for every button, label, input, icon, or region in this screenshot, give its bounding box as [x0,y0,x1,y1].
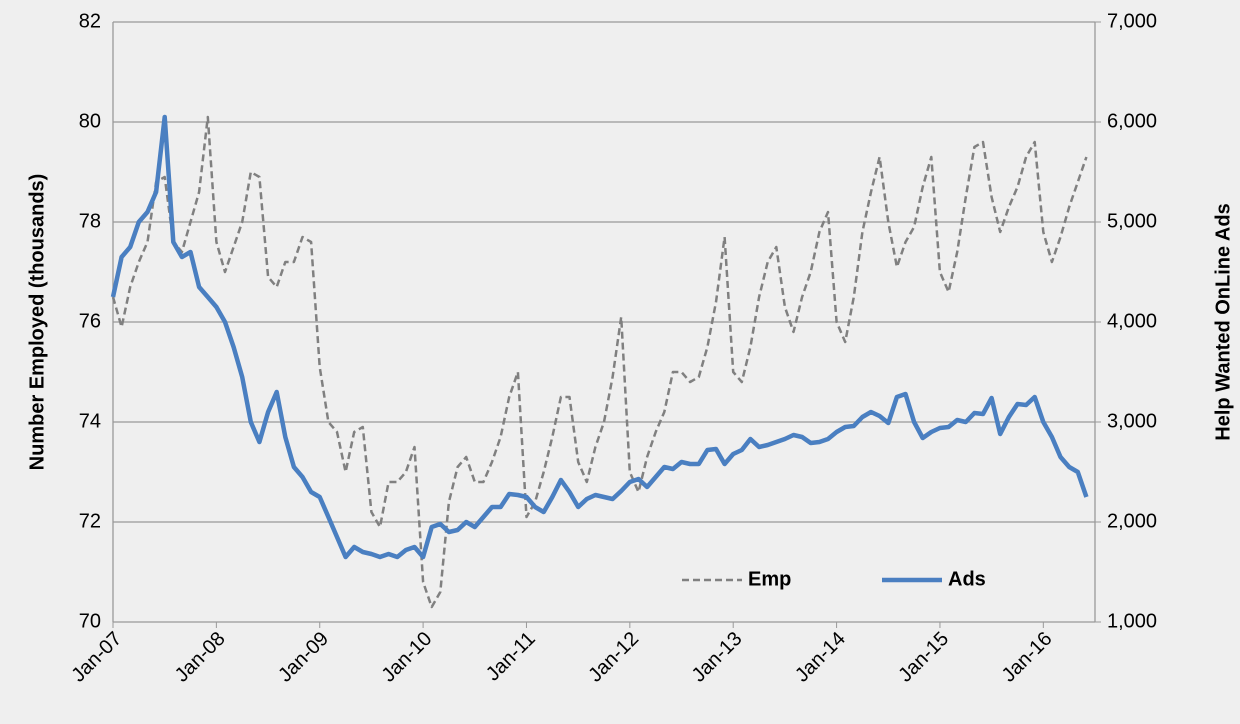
y2-tick-label: 3,000 [1107,410,1157,432]
x-tick-label: Jan-09 [274,628,333,687]
x-tick-label: Jan-16 [998,628,1057,687]
legend-label: Ads [948,568,986,590]
legend-label: Emp [748,568,791,590]
y2-tick-label: 7,000 [1107,10,1157,32]
y2-axis-title: Help Wanted OnLine Ads [1212,203,1234,440]
y-tick-label: 78 [79,210,101,232]
x-tick-label: Jan-15 [894,628,953,687]
x-tick-label: Jan-07 [67,628,126,687]
y-tick-label: 76 [79,310,101,332]
x-tick-label: Jan-10 [378,628,437,687]
y-axis-title: Number Employed (thousands) [26,174,48,471]
y2-tick-label: 5,000 [1107,210,1157,232]
y2-tick-label: 6,000 [1107,110,1157,132]
y-tick-label: 72 [79,510,101,532]
y-tick-label: 70 [79,610,101,632]
y-tick-label: 74 [79,410,101,432]
series-line [111,115,1088,609]
x-tick-label: Jan-08 [171,628,230,687]
x-tick-label: Jan-12 [584,628,643,687]
y2-tick-label: 2,000 [1107,510,1157,532]
x-tick-label: Jan-13 [688,628,747,687]
series-line [110,114,1089,560]
y-tick-label: 82 [79,10,101,32]
x-tick-label: Jan-14 [791,628,850,687]
y-tick-label: 80 [79,110,101,132]
x-tick-label: Jan-11 [482,628,540,686]
y2-tick-label: 1,000 [1107,610,1157,632]
y2-tick-label: 4,000 [1107,310,1157,332]
